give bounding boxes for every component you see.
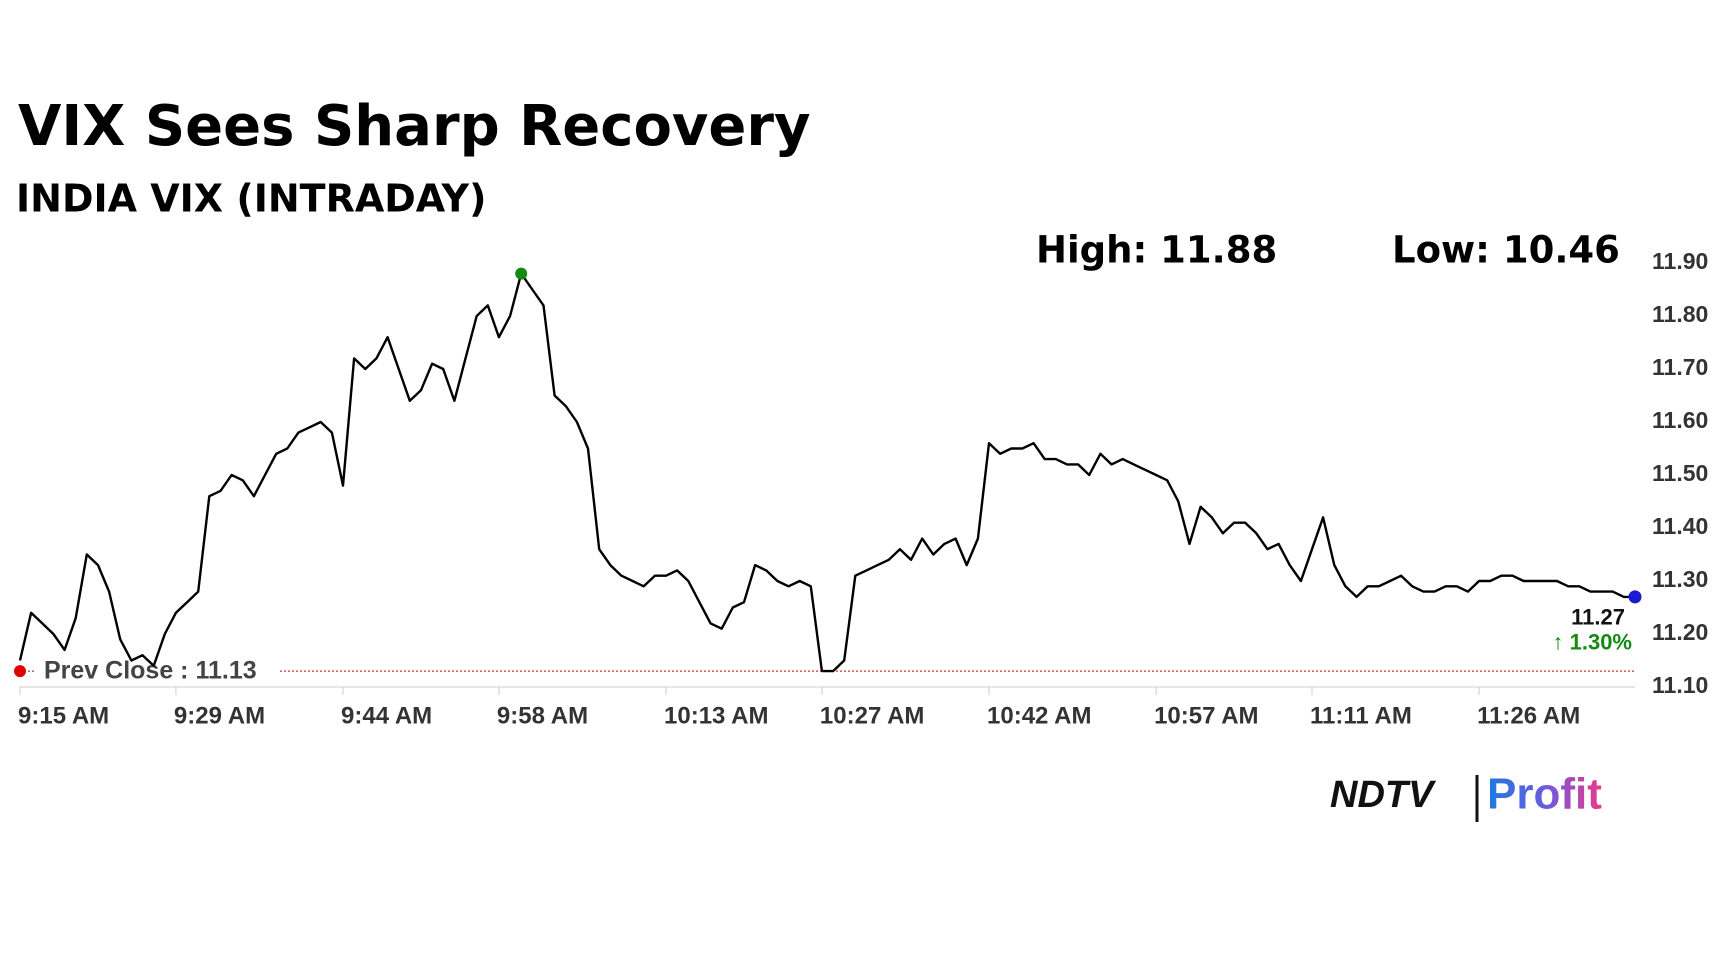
x-tick-label: 10:13 AM bbox=[664, 702, 768, 729]
high-text: High: 11.88 bbox=[1036, 229, 1277, 272]
y-tick-label: 11.80 bbox=[1652, 301, 1708, 327]
y-tick-label: 11.10 bbox=[1652, 672, 1708, 698]
reference-label: Prev Close : 11.13 bbox=[44, 657, 257, 685]
chart-title: VIX Sees Sharp Recovery bbox=[18, 94, 811, 159]
brand-left: NDTV bbox=[1330, 774, 1436, 816]
y-tick-label: 11.50 bbox=[1652, 460, 1708, 486]
x-tick-label: 11:26 AM bbox=[1477, 702, 1580, 729]
y-tick-label: 11.40 bbox=[1652, 513, 1708, 539]
price-line bbox=[18, 272, 1635, 673]
y-tick-label: 11.20 bbox=[1652, 619, 1708, 645]
high-dot bbox=[515, 267, 528, 280]
low-text: Low: 10.46 bbox=[1392, 229, 1620, 272]
y-tick-label: 11.70 bbox=[1652, 354, 1708, 380]
last-value-label: 11.27 bbox=[1571, 605, 1625, 630]
x-tick-label: 9:15 AM bbox=[18, 702, 109, 729]
y-tick-label: 11.60 bbox=[1652, 407, 1708, 433]
change-label: ↑ 1.30% bbox=[1553, 630, 1633, 655]
reference-label-bg bbox=[36, 655, 280, 686]
x-tick-label: 9:58 AM bbox=[497, 702, 588, 729]
chart-subtitle: INDIA VIX (INTRADAY) bbox=[16, 177, 486, 221]
x-tick-label: 10:27 AM bbox=[820, 702, 924, 729]
x-tick-label: 11:11 AM bbox=[1310, 702, 1412, 729]
last-dot bbox=[1628, 590, 1642, 604]
x-tick-label: 9:29 AM bbox=[174, 702, 265, 729]
y-tick-label: 11.30 bbox=[1652, 566, 1708, 592]
x-tick-label: 10:42 AM bbox=[987, 702, 1091, 729]
x-tick-label: 9:44 AM bbox=[341, 702, 432, 729]
y-tick-label: 11.90 bbox=[1652, 248, 1708, 274]
brand-right: Profit bbox=[1487, 770, 1602, 819]
reference-dot bbox=[14, 665, 26, 678]
x-tick-label: 10:57 AM bbox=[1154, 702, 1258, 729]
